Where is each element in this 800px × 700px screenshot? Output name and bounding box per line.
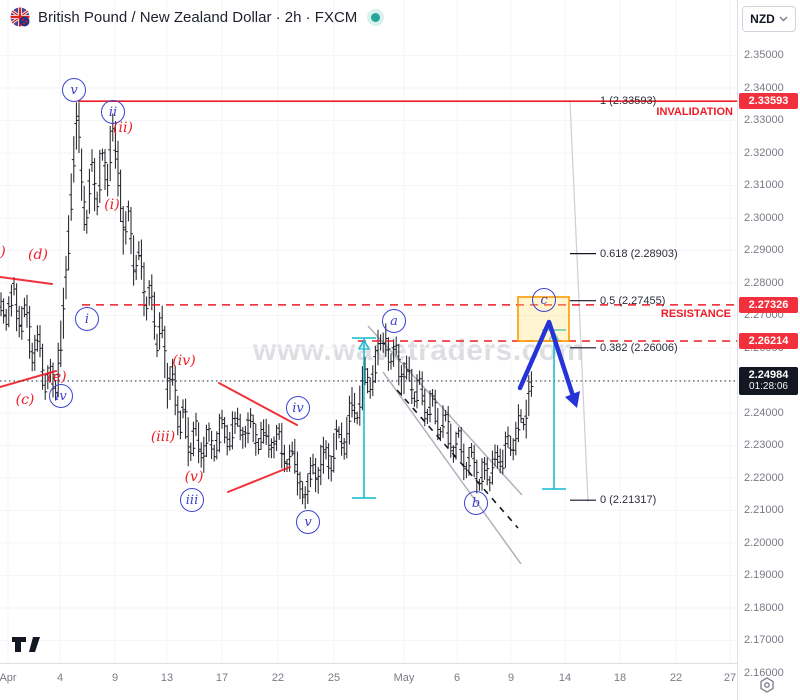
price-tick-label: 2.16000 — [744, 666, 784, 679]
wave-label-a[interactable]: a — [382, 309, 406, 333]
time-tick-label: 4 — [56, 672, 64, 684]
price-tick-label: 2.32000 — [744, 146, 784, 159]
wave-label-red[interactable]: (i) — [104, 197, 120, 213]
wave-label-red[interactable]: (c) — [15, 392, 35, 408]
wave-label-red[interactable]: (v) — [184, 469, 204, 485]
chart-canvas[interactable]: www.wavetraders.com INVALIDATION RESISTA… — [0, 0, 737, 663]
price-tick-label: 2.28000 — [744, 276, 784, 289]
currency-selector[interactable]: NZD — [742, 6, 796, 32]
resistance-label[interactable]: RESISTANCE — [660, 308, 731, 320]
time-tick-label: 22 — [669, 672, 683, 684]
symbol-header[interactable]: British Pound / New Zealand Dollar · 2h … — [10, 7, 381, 27]
price-level-label: 2.26214 — [739, 333, 798, 350]
ohlc-bars — [0, 102, 534, 509]
last-price-value: 2.24984 — [748, 369, 789, 381]
price-level-label: 2.33593 — [739, 93, 798, 110]
price-tick-label: 2.30000 — [744, 211, 784, 224]
time-tick-label: 17 — [215, 672, 229, 684]
currency-label: NZD — [750, 12, 775, 26]
wave-label-i[interactable]: i — [75, 307, 99, 331]
price-tick-label: 2.24000 — [744, 406, 784, 419]
last-price-label: 2.24984 01:28:06 — [739, 367, 798, 395]
time-tick-label: 18 — [613, 672, 627, 684]
watermark: www.wavetraders.com — [253, 334, 585, 367]
wave-label-iv[interactable]: iv — [286, 396, 310, 420]
price-tick-label: 2.33000 — [744, 114, 784, 127]
price-tick-label: 2.19000 — [744, 569, 784, 582]
time-tick-label: Apr — [0, 672, 17, 684]
axis-settings-icon[interactable] — [758, 676, 776, 694]
bar-countdown: 01:28:06 — [749, 381, 788, 392]
fib-level-label[interactable]: 0.5 (2.27455) — [600, 294, 666, 307]
invalidation-label[interactable]: INVALIDATION — [656, 106, 733, 118]
time-tick-label: 22 — [271, 672, 285, 684]
price-tick-label: 2.20000 — [744, 536, 784, 549]
time-axis-border — [0, 663, 800, 664]
time-tick-label: May — [393, 672, 415, 684]
wave-label-red[interactable]: (iii) — [150, 429, 176, 445]
symbol-title: British Pound / New Zealand Dollar · 2h … — [38, 8, 358, 26]
time-tick-label: 27 — [723, 672, 737, 684]
wave-label-iv[interactable]: iv — [49, 384, 73, 408]
price-level-label: 2.27326 — [739, 296, 798, 313]
price-tick-label: 2.31000 — [744, 179, 784, 192]
price-tick-label: 2.34000 — [744, 81, 784, 94]
tradingview-logo[interactable] — [12, 636, 42, 653]
wave-label-v[interactable]: v — [62, 78, 86, 102]
time-tick-label: 9 — [111, 672, 119, 684]
annotations-layer: INVALIDATION RESISTANCE 1 (2.33593) 0.618… — [0, 78, 733, 534]
wave-label-v[interactable]: v — [296, 510, 320, 534]
price-tick-label: 2.23000 — [744, 439, 784, 452]
wave-label-red[interactable]: (d) — [28, 247, 48, 263]
time-tick-label: 25 — [327, 672, 341, 684]
price-tick-label: 2.35000 — [744, 49, 784, 62]
price-tick-label: 2.17000 — [744, 634, 784, 647]
price-axis-border — [737, 0, 738, 700]
wave-label-red[interactable]: (iv) — [172, 353, 196, 369]
wave-label-ii[interactable]: ii — [101, 100, 125, 124]
fib-level-label[interactable]: 0.382 (2.26006) — [600, 341, 678, 354]
wave-label-red[interactable]: (e) — [47, 369, 67, 385]
price-chart[interactable] — [0, 0, 737, 663]
price-tick-label: 2.18000 — [744, 601, 784, 614]
time-tick-label: 6 — [453, 672, 461, 684]
wave-label-b[interactable]: b — [464, 491, 488, 515]
time-tick-label: 13 — [160, 672, 174, 684]
time-axis[interactable]: Apr 4 9 13 17 22 25 May 6 9 14 18 22 27 — [0, 664, 737, 700]
wave-label-red[interactable]: (ii) — [113, 120, 133, 136]
wave-label-c[interactable]: c — [532, 288, 556, 312]
price-axis[interactable]: 2.35000 2.34000 2.33000 2.32000 2.31000 2.300… — [738, 0, 800, 700]
fib-level-label[interactable]: 0.618 (2.28903) — [600, 247, 678, 260]
projection-arrow — [517, 319, 576, 399]
chevron-down-icon — [779, 16, 788, 22]
fib-level-label[interactable]: 0 (2.21317) — [600, 494, 657, 507]
price-tick-label: 2.21000 — [744, 504, 784, 517]
symbol-flag-icon — [10, 7, 30, 27]
price-tick-label: 2.29000 — [744, 244, 784, 257]
price-tick-label: 2.22000 — [744, 471, 784, 484]
time-tick-label: 14 — [558, 672, 572, 684]
market-status-dot[interactable] — [371, 12, 381, 22]
time-tick-label: 9 — [507, 672, 515, 684]
wave-label-iii[interactable]: iii — [180, 488, 204, 512]
wave-label-red[interactable]: ) — [0, 244, 6, 260]
fib-level-label[interactable]: 1 (2.33593) — [600, 95, 657, 108]
